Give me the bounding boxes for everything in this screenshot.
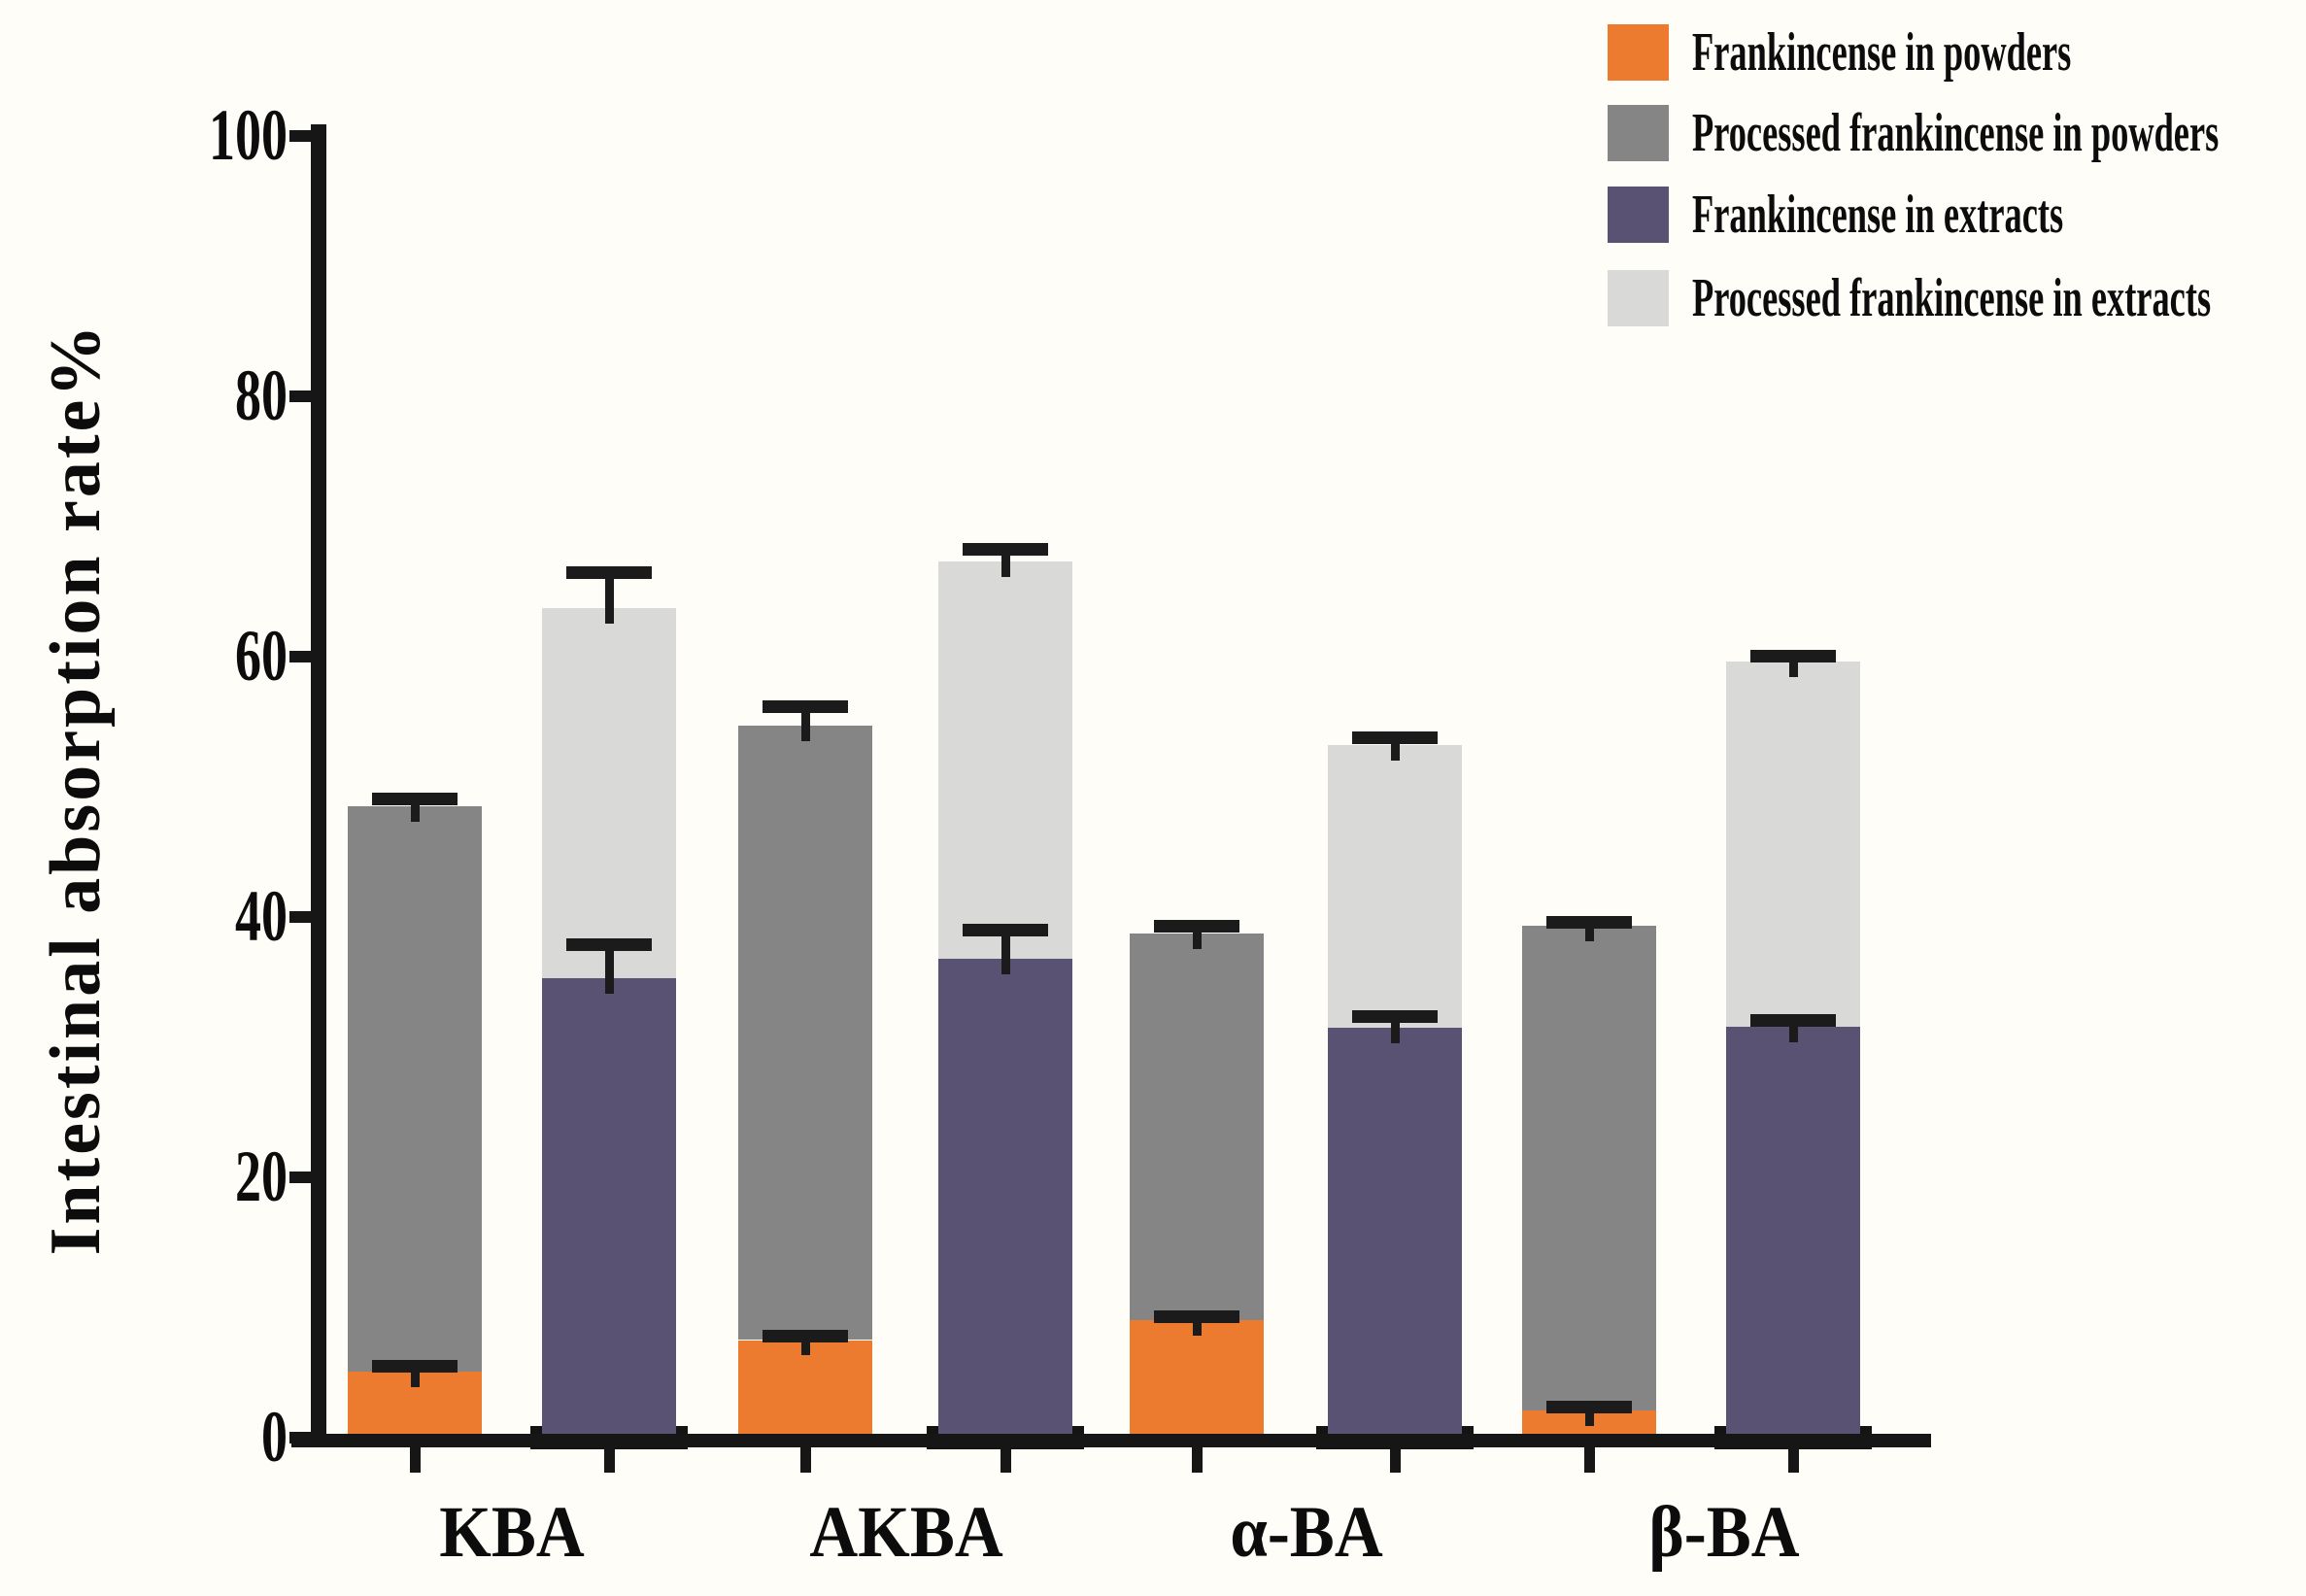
bar-AKBA-powders-processed [738,726,872,1341]
errorbar-AKBA-extracts-frankincense-cap [963,924,1048,937]
legend-swatch-1 [1608,24,1669,81]
errorbar-α-BA-powders-frankincense-cap [1154,1310,1239,1324]
bar-KBA-extracts-frankincense [542,977,676,1438]
legend-label-2: Processed frankincense in powders [1692,103,2220,163]
errorbar-β-BA-extracts-total-cap [1750,649,1836,662]
bar-α-BA-extracts-frankincense [1328,1027,1462,1438]
y-tick-label-0: 0 [261,1397,288,1477]
y-tick-0 [289,1432,313,1443]
bar-AKBA-powders-frankincense [738,1340,872,1438]
x-tick-AKBA-extracts [1000,1447,1011,1473]
x-category-label-KBA: KBA [439,1492,585,1573]
x-tick-β-BA-powders [1584,1447,1595,1473]
legend: Frankincense in powders Processed frankin… [0,0,2306,389]
errorbar-AKBA-extracts-total-cap [963,542,1048,556]
errorbar-AKBA-powders-total-whisker [801,705,810,741]
errorbar-β-BA-extracts-frankincense-whisker [1789,1019,1798,1042]
legend-label-4: Processed frankincense in extracts [1692,268,2212,328]
y-tick-100 [289,130,313,142]
errorbar-KBA-powders-total-whisker [411,798,420,823]
x-tick-KBA-extracts [604,1447,615,1473]
errorbar-AKBA-extracts-frankincense-whisker [1001,930,1010,974]
x-tick-α-BA-extracts [1390,1447,1401,1473]
y-tick-label-60: 60 [235,616,288,696]
y-tick-60 [289,651,313,662]
errorbar-β-BA-extracts-total-whisker [1789,655,1798,678]
errorbar-α-BA-extracts-total-cap [1352,731,1438,745]
errorbar-α-BA-extracts-total-whisker [1391,737,1400,762]
errorbar-AKBA-powders-frankincense-whisker [801,1336,810,1356]
errorbar-KBA-extracts-total-whisker [605,571,614,625]
x-category-label-α-BA: α-BA [1230,1492,1383,1573]
bar-KBA-powders-processed [348,806,482,1372]
bar-β-BA-powders-processed [1522,926,1656,1410]
legend-swatch-4 [1608,270,1669,326]
errorbar-α-BA-powders-total-cap [1154,920,1239,934]
x-category-label-AKBA: AKBA [809,1492,1003,1573]
errorbar-α-BA-powders-frankincense-whisker [1193,1316,1202,1337]
bar-KBA-extracts-processed [542,608,676,978]
bar-β-BA-extracts-processed [1726,662,1860,1027]
legend-swatch-2 [1608,105,1669,161]
errorbar-β-BA-powders-total-cap [1546,916,1632,930]
errorbar-KBA-powders-frankincense-cap [372,1360,458,1374]
y-tick-40 [289,911,313,923]
bar-α-BA-powders-frankincense [1130,1320,1264,1438]
errorbar-KBA-extracts-frankincense-whisker [605,944,614,994]
legend-swatch-3 [1608,187,1669,243]
errorbar-KBA-extracts-frankincense-cap [566,938,652,952]
legend-label-3: Frankincense in extracts [1692,185,2064,245]
errorbar-β-BA-powders-frankincense-whisker [1585,1406,1594,1426]
y-tick-label-100: 100 [209,95,288,176]
x-tick-α-BA-powders [1192,1447,1203,1473]
x-tick-β-BA-extracts [1788,1447,1799,1473]
errorbar-AKBA-extracts-total-whisker [1001,548,1010,578]
errorbar-AKBA-powders-frankincense-cap [763,1330,848,1343]
x-category-label-β-BA: β-BA [1648,1492,1800,1573]
errorbar-KBA-extracts-total-cap [566,565,652,579]
x-tick-AKBA-powders [800,1447,811,1473]
errorbar-β-BA-extracts-frankincense-cap [1750,1013,1836,1027]
errorbar-α-BA-extracts-frankincense-whisker [1391,1015,1400,1043]
errorbar-α-BA-powders-total-whisker [1193,926,1202,950]
y-tick-80 [289,391,313,402]
errorbar-β-BA-powders-total-whisker [1585,922,1594,942]
bar-α-BA-powders-processed [1130,934,1264,1321]
bar-β-BA-extracts-frankincense [1726,1026,1860,1438]
bar-AKBA-extracts-frankincense [938,958,1072,1438]
y-tick-label-20: 20 [235,1137,288,1217]
errorbar-β-BA-powders-frankincense-cap [1546,1400,1632,1413]
y-tick-label-80: 80 [235,356,288,436]
y-tick-20 [289,1172,313,1183]
errorbar-KBA-powders-frankincense-whisker [411,1366,420,1387]
errorbar-α-BA-extracts-frankincense-cap [1352,1009,1438,1023]
bar-AKBA-extracts-processed [938,561,1072,959]
bar-α-BA-extracts-processed [1328,745,1462,1028]
errorbar-AKBA-powders-total-cap [763,699,848,713]
x-axis-line [291,1434,1931,1447]
y-axis-spine [311,124,326,1447]
x-tick-KBA-powders [410,1447,421,1473]
legend-label-1: Frankincense in powders [1692,22,2072,83]
y-tick-label-40: 40 [235,876,288,957]
errorbar-KBA-powders-total-cap [372,793,458,806]
